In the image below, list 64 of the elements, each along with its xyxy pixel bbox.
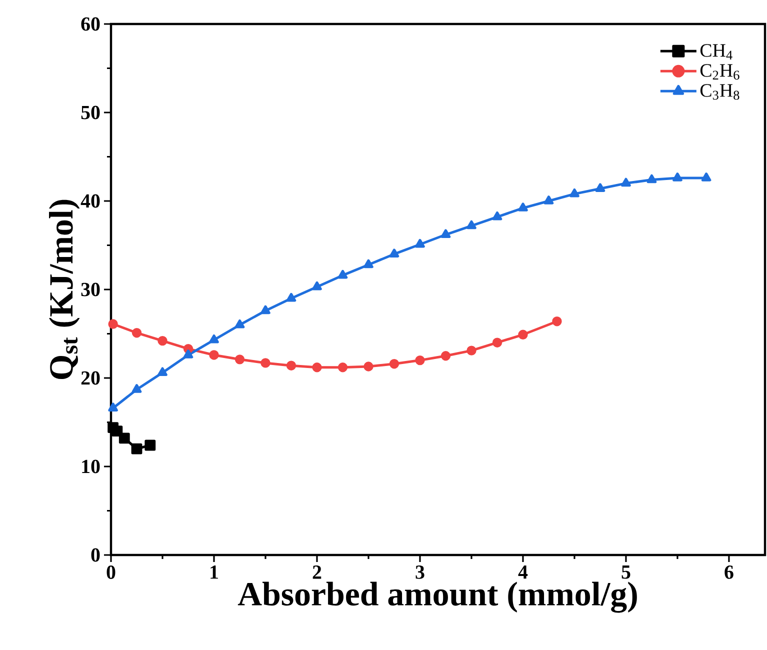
point (595, 183, 606, 192)
point (234, 354, 245, 364)
point (492, 211, 502, 220)
point (415, 355, 425, 366)
point (234, 319, 245, 328)
point (144, 440, 156, 451)
point (209, 350, 219, 360)
point (338, 362, 348, 372)
y-tick-label: 50 (81, 106, 100, 120)
x-axis-title: Absorbed amount (mmol/g) (238, 582, 637, 613)
point (552, 316, 562, 326)
point (132, 328, 142, 338)
x-tick-label: 3 (416, 566, 424, 579)
point (260, 358, 270, 368)
point (518, 202, 528, 212)
point (440, 351, 451, 361)
point (364, 362, 374, 372)
x-tick-label: 6 (724, 566, 734, 579)
point (112, 426, 123, 437)
point (158, 336, 168, 346)
x-tick-label: 0 (106, 566, 116, 579)
point (108, 319, 118, 329)
point (518, 330, 528, 340)
legend-label: C$_{3}$H$_{8}$ (700, 84, 740, 100)
point (570, 188, 580, 198)
point (118, 432, 130, 444)
point (260, 305, 270, 314)
y-tick-label: 0 (91, 548, 100, 562)
y-tick-label: 60 (81, 17, 100, 31)
point (621, 178, 631, 187)
point (312, 362, 322, 372)
legend-label: C$_{2}$H$_{6}$ (700, 64, 740, 80)
x-tick-label: 2 (312, 566, 322, 579)
point (466, 346, 476, 356)
y-axis-title: Q$_{st}$ (KJ/mol) (49, 200, 80, 379)
point (389, 248, 400, 258)
point (312, 281, 322, 290)
point (338, 270, 348, 279)
point (286, 360, 296, 370)
point (108, 402, 118, 412)
point (544, 196, 554, 204)
x-tick-label: 4 (518, 566, 528, 579)
point (646, 174, 657, 184)
x-tick-label: 1 (210, 566, 218, 579)
point (415, 238, 425, 248)
point (183, 350, 194, 358)
point (286, 292, 296, 302)
point (492, 338, 502, 348)
point (158, 367, 168, 376)
y-tick-label: 30 (81, 282, 100, 296)
y-tick-label: 20 (81, 371, 100, 385)
point (209, 334, 219, 344)
point (132, 384, 142, 393)
legend-label: CH$_{4}$ (700, 44, 732, 60)
y-tick-label: 10 (82, 460, 100, 474)
x-tick-label: 5 (622, 566, 630, 579)
point (701, 172, 712, 182)
point (672, 172, 682, 182)
point (364, 259, 374, 268)
y-tick-label: 40 (80, 194, 100, 208)
point (389, 358, 400, 369)
point (466, 220, 476, 230)
point (440, 229, 451, 238)
point (131, 443, 142, 454)
